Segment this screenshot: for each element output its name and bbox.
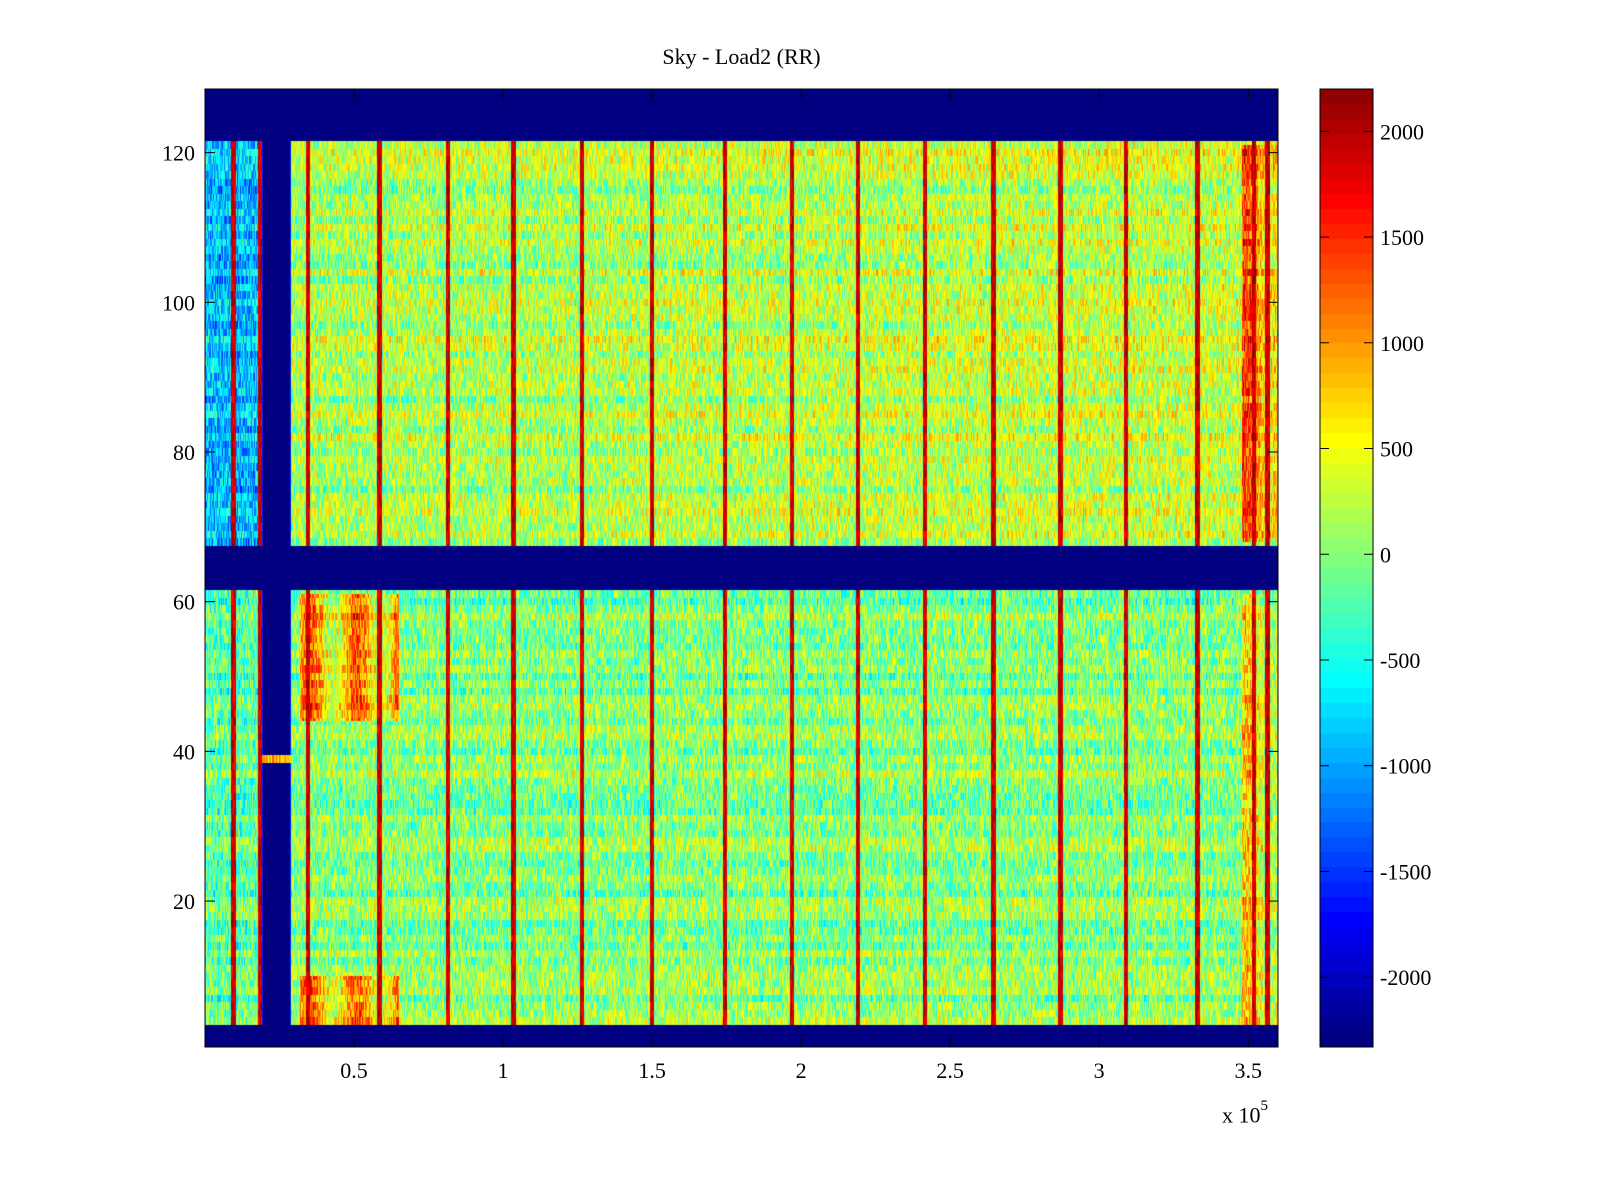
colorbar-tick-label: -2000: [1380, 965, 1431, 990]
colorbar-tick-label: 0: [1380, 542, 1391, 567]
x-tick-label: 2: [796, 1058, 807, 1083]
x-multiplier-exponent: 5: [1260, 1098, 1269, 1114]
colorbar-tick-label: 1000: [1380, 331, 1424, 356]
colorbar-tick-label: 1500: [1380, 225, 1424, 250]
colorbar-tick-label: -1500: [1380, 859, 1431, 884]
y-tick-label: 20: [173, 889, 195, 914]
plot-frame: [204, 88, 1279, 1048]
y-tick-label: 60: [173, 590, 195, 615]
colorbar-frame: [1319, 88, 1374, 1048]
y-tick-label: 100: [162, 290, 195, 315]
colorbar-tick-label: -1000: [1380, 754, 1431, 779]
y-tick-label: 80: [173, 440, 195, 465]
x-tick-label: 1.5: [638, 1058, 666, 1083]
heatmap-image: [205, 89, 1278, 1047]
x-tick-label: 3: [1094, 1058, 1105, 1083]
y-tick-label: 40: [173, 739, 195, 764]
colorbar-gradient: [1320, 89, 1373, 1047]
x-tick-label: 0.5: [340, 1058, 368, 1083]
colorbar-tick-label: -500: [1380, 648, 1420, 673]
chart-title: Sky - Load2 (RR): [662, 44, 821, 69]
x-tick-label: 1: [498, 1058, 509, 1083]
x-multiplier-base: x 10: [1222, 1102, 1261, 1128]
colorbar-tick-label: 2000: [1380, 119, 1424, 144]
x-axis-multiplier: x 105: [1222, 1098, 1268, 1128]
x-tick-label: 3.5: [1234, 1058, 1262, 1083]
colorbar-tick-label: 500: [1380, 437, 1413, 462]
y-tick-label: 120: [162, 141, 195, 166]
x-tick-label: 2.5: [936, 1058, 964, 1083]
